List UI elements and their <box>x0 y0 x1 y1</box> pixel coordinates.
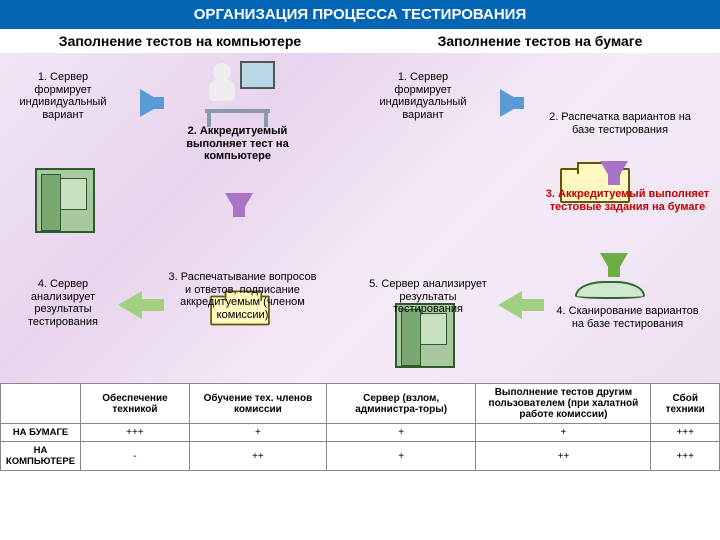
cell: +++ <box>81 424 190 442</box>
right-step3: 3. Аккредитуемый выполняет тестовые зада… <box>545 188 710 213</box>
cell: + <box>326 424 475 442</box>
cell: ++ <box>476 442 651 471</box>
th-5: Сбой техники <box>651 384 720 424</box>
cell: - <box>81 442 190 471</box>
right-step4: 4. Сканирование вариантов на базе тестир… <box>555 305 700 330</box>
cell: + <box>476 424 651 442</box>
left-step2: 2. Аккредитуемый выполняет тест на компь… <box>175 125 300 163</box>
table-header-row: Обеспечение техникой Обучение тех. члено… <box>1 384 720 424</box>
cell: + <box>326 442 475 471</box>
th-1: Обеспечение техникой <box>81 384 190 424</box>
th-3: Сервер (взлом, администра-торы) <box>326 384 475 424</box>
table-row: НА БУМАГЕ +++ + + + +++ <box>1 424 720 442</box>
row-label-paper: НА БУМАГЕ <box>1 424 81 442</box>
sub-left: Заполнение тестов на компьютере <box>0 29 360 53</box>
sub-right: Заполнение тестов на бумаге <box>360 29 720 53</box>
left-step3: 3. Распечатывание вопросов и ответов, по… <box>165 271 320 322</box>
right-step5: 5. Сервер анализирует результаты тестиро… <box>368 278 488 316</box>
th-empty <box>1 384 81 424</box>
page-title: ОРГАНИЗАЦИЯ ПРОЦЕССА ТЕСТИРОВАНИЯ <box>0 0 720 29</box>
arrow-r-4-5 <box>498 291 522 319</box>
th-2: Обучение тех. членов комиссии <box>189 384 326 424</box>
comparison-table: Обеспечение техникой Обучение тех. члено… <box>0 383 720 471</box>
scanner-icon <box>575 281 645 299</box>
diagram-area: 1. Сервер формирует индивидуальный вариа… <box>0 53 720 383</box>
arrow-r-3-4 <box>600 253 628 277</box>
cell: +++ <box>651 442 720 471</box>
arrow-l-2-3 <box>225 193 253 217</box>
th-4: Выполнение тестов другим пользователем (… <box>476 384 651 424</box>
subheader-row: Заполнение тестов на компьютере Заполнен… <box>0 29 720 53</box>
cell: ++ <box>189 442 326 471</box>
computer-person-icon <box>195 61 275 121</box>
cell: +++ <box>651 424 720 442</box>
cell: + <box>189 424 326 442</box>
right-step2: 2. Распечатка вариантов на базе тестиров… <box>545 111 695 136</box>
arrow-r-1-2 <box>500 89 524 117</box>
arrow-l-3-4 <box>118 291 142 319</box>
arrow-l-1-2 <box>140 89 164 117</box>
right-step1: 1. Сервер формирует индивидуальный вариа… <box>368 71 478 122</box>
left-step4: 4. Сервер анализирует результаты тестиро… <box>8 278 118 329</box>
left-step1: 1. Сервер формирует индивидуальный вариа… <box>8 71 118 122</box>
left-server-icon <box>35 168 95 233</box>
table-row: НА КОМПЬЮТЕРЕ - ++ + ++ +++ <box>1 442 720 471</box>
arrow-r-2-3 <box>600 161 628 185</box>
row-label-computer: НА КОМПЬЮТЕРЕ <box>1 442 81 471</box>
